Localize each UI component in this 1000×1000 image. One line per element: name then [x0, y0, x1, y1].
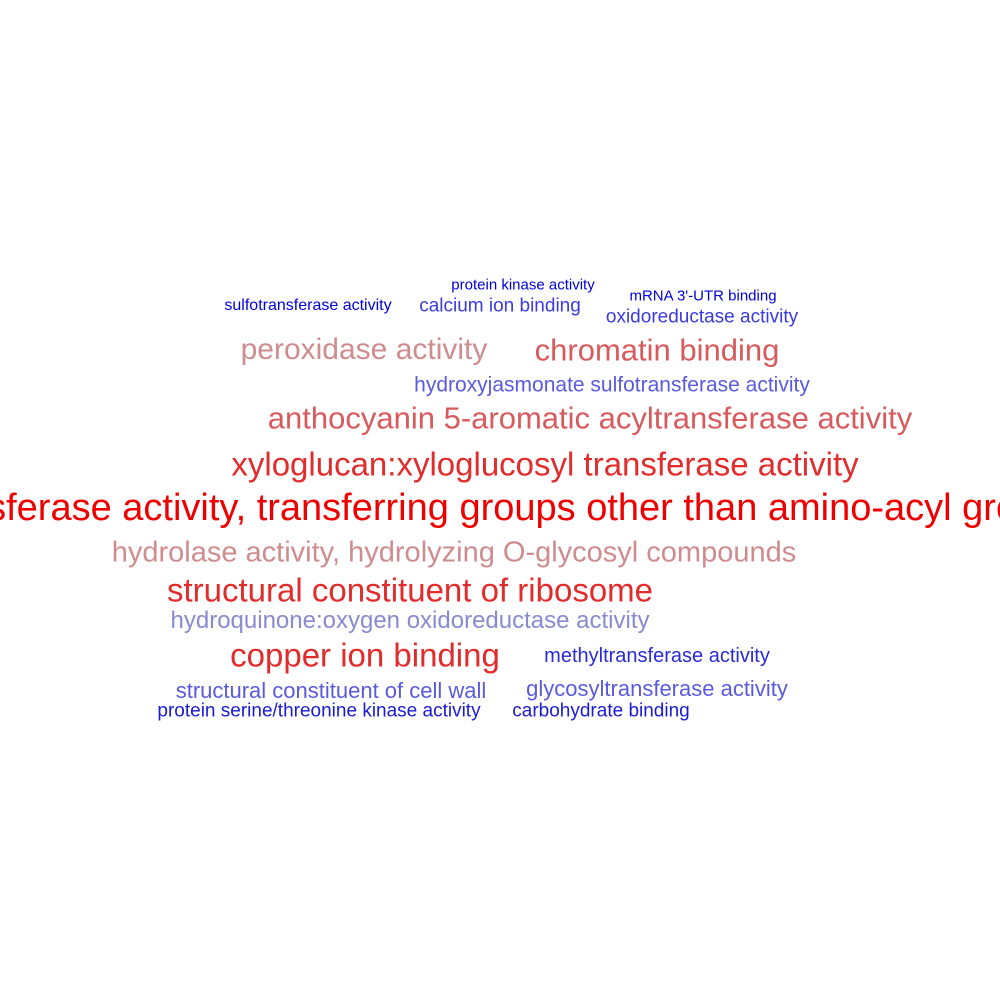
term-protein-kinase-activity: protein kinase activity	[451, 276, 595, 294]
term-structural-constituent-of-cell-wall: structural constituent of cell wall	[175, 678, 487, 703]
term-glycosyltransferase-activity: glycosyltransferase activity	[526, 676, 788, 701]
term-carbohydrate-binding: carbohydrate binding	[512, 700, 690, 722]
term-xyloglucan-transferase-activity: xyloglucan:xyloglucosyl transferase acti…	[231, 445, 859, 483]
term-peroxidase-activity: peroxidase activity	[240, 333, 488, 366]
term-transferase-activity-other-groups: transferase activity, transferring group…	[0, 487, 1000, 529]
term-hydroxyjasmonate-sulfotransferase-activity: hydroxyjasmonate sulfotransferase activi…	[414, 373, 810, 397]
term-structural-constituent-of-ribosome: structural constituent of ribosome	[166, 571, 654, 609]
term-mrna-3-utr-binding: mRNA 3'-UTR binding	[629, 287, 777, 305]
term-sulfotransferase-activity: sulfotransferase activity	[224, 297, 392, 314]
term-protein-serine-threonine-kinase-activity: protein serine/threonine kinase activity	[157, 700, 481, 722]
term-calcium-ion-binding: calcium ion binding	[419, 295, 581, 317]
term-chromatin-binding: chromatin binding	[534, 332, 780, 368]
term-copper-ion-binding: copper ion binding	[230, 636, 500, 674]
term-hydroquinone-oxidoreductase-activity: hydroquinone:oxygen oxidoreductase activ…	[170, 607, 650, 634]
term-hydrolase-activity: hydrolase activity, hydrolyzing O-glycos…	[111, 536, 797, 569]
term-anthocyanin-acyltransferase-activity: anthocyanin 5-aromatic acyltransferase a…	[267, 400, 913, 436]
term-oxidoreductase-activity: oxidoreductase activity	[605, 306, 799, 328]
term-methyltransferase-activity: methyltransferase activity	[544, 645, 770, 667]
